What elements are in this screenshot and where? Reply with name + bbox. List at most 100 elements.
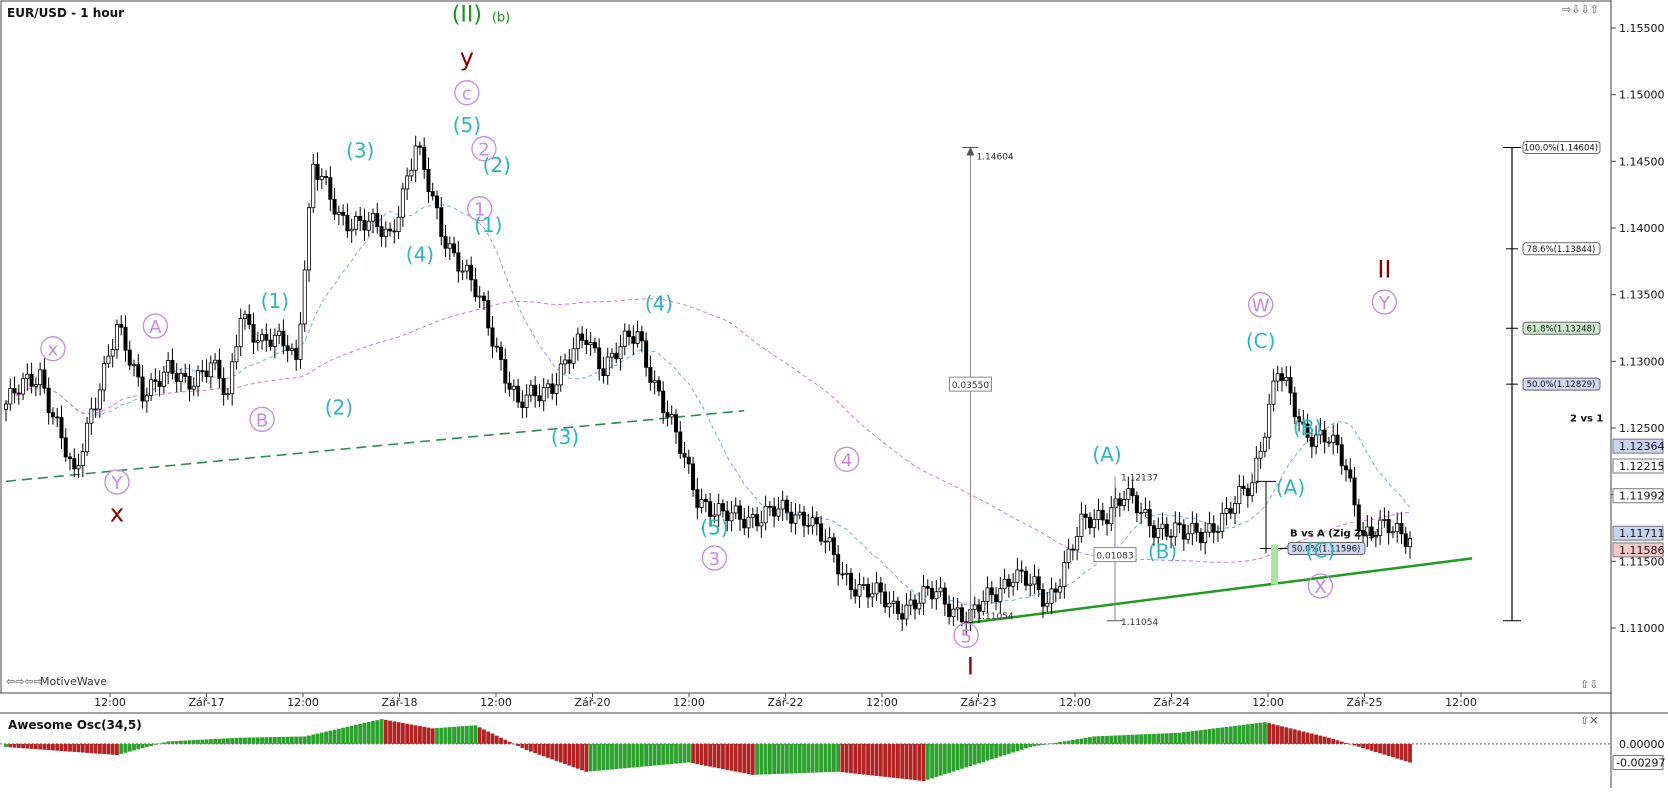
wave-circle	[467, 196, 493, 222]
osc-tick-label: 0.00000	[1619, 738, 1665, 751]
wave-label: (5)	[453, 113, 481, 137]
oscillator-bar	[341, 727, 346, 744]
candle-body	[836, 554, 841, 575]
oscillator-bar	[204, 739, 209, 744]
candle-body	[409, 169, 414, 177]
time-tick-label: 12:00	[94, 696, 126, 709]
oscillator-bar	[1314, 734, 1319, 744]
oscillator-bar	[678, 743, 683, 764]
candle-body	[545, 383, 550, 389]
candle-body	[464, 264, 469, 272]
candle-body	[1096, 510, 1101, 520]
oscillator-bar	[588, 743, 593, 772]
oscillator-bar	[345, 726, 350, 744]
oscillator-bar	[1117, 735, 1122, 744]
candle-body	[1049, 588, 1054, 604]
oscillator-bar	[960, 743, 964, 769]
wave-circle	[953, 622, 979, 648]
candle-body	[1134, 495, 1139, 514]
watermark: MotiveWave	[40, 675, 107, 688]
zoom-controls-icon[interactable]: ⇨⇩⇩⇧	[1562, 3, 1599, 16]
oscillator-bar	[1344, 742, 1348, 744]
wave-label: x	[48, 340, 59, 361]
candle-body	[738, 505, 743, 520]
wave-label: (b)	[492, 10, 510, 25]
oscillator-bar	[89, 743, 94, 754]
oscillator-bar	[819, 743, 823, 773]
candle-body	[140, 376, 145, 402]
nav-arrows-icon[interactable]: ⇦⇨⇦⇨	[6, 675, 43, 688]
candle-body	[810, 517, 815, 527]
oscillator-bar	[938, 743, 943, 776]
candle-body	[1284, 377, 1289, 381]
candle-body	[238, 318, 243, 348]
oscillator-bar	[16, 743, 21, 748]
oscillator-bar	[358, 723, 363, 744]
wave-circle	[701, 545, 728, 571]
oscillator-bar	[563, 743, 567, 765]
oscillator-bar	[234, 737, 239, 744]
oscillator-bar	[947, 743, 952, 773]
candle-body	[1339, 444, 1344, 467]
oscillator-bar	[934, 743, 939, 777]
scroll-controls-icon[interactable]: ⇧⇩	[1580, 678, 1598, 691]
oscillator-bar	[490, 733, 495, 744]
oscillator-bar	[328, 730, 333, 744]
oscillator-bar	[208, 739, 213, 744]
oscillator-bar	[558, 743, 563, 763]
candle-body	[196, 370, 201, 387]
oscillator-bar	[516, 743, 520, 746]
oscillator-bar	[1075, 739, 1080, 744]
candle-body	[554, 384, 559, 394]
candle-body	[1139, 512, 1144, 515]
candle-body	[1070, 548, 1075, 551]
oscillator-bar	[575, 743, 580, 769]
candle-body	[524, 394, 529, 408]
price-tick-label: 1.11500	[1619, 555, 1665, 568]
candle-body	[255, 340, 260, 343]
oscillator-bar	[994, 743, 998, 758]
oscillator-bar	[742, 743, 747, 774]
candle-body	[1194, 522, 1199, 533]
oscillator-bar	[405, 723, 410, 744]
oscillator-bar	[793, 743, 798, 774]
oscillator-bar	[426, 727, 431, 744]
oscillator-bar	[1088, 737, 1092, 744]
oscillator-bar	[1053, 742, 1058, 744]
candle-body	[426, 169, 431, 193]
candle-body	[1130, 488, 1135, 497]
oscillator-bar	[861, 743, 866, 775]
osc-marker-box	[1612, 754, 1664, 770]
oscillator-bar	[1348, 743, 1353, 745]
candle-body	[1143, 509, 1148, 514]
candle-body	[998, 588, 1003, 603]
oscillator-bar	[661, 743, 666, 765]
oscillator-bar	[831, 743, 836, 772]
oscillator-bar	[76, 743, 81, 753]
oscillator-bar	[464, 725, 469, 744]
candle-body	[1288, 377, 1293, 394]
oscillator-controls-icon[interactable]: ⇧✕	[1580, 714, 1598, 727]
oscillator-bar	[315, 733, 320, 744]
fib-label: 50.0%(1.12829)	[1527, 380, 1596, 390]
wave-label: I	[967, 653, 974, 681]
candle-body	[89, 408, 94, 424]
oscillator-bar	[622, 743, 627, 769]
candle-body	[964, 621, 969, 624]
oscillator-bar	[72, 743, 77, 752]
oscillator-bar	[396, 722, 401, 744]
oscillator-bar	[1190, 731, 1195, 744]
candle-body	[16, 392, 21, 395]
candle-body	[784, 499, 789, 513]
candle-body	[413, 145, 418, 171]
candle-body	[763, 505, 768, 524]
candle-body	[119, 324, 124, 328]
wave-circle	[104, 469, 130, 495]
oscillator-bar	[648, 743, 653, 766]
candle-body	[247, 313, 252, 325]
oscillator-bar	[853, 743, 858, 774]
dashed-trendline	[5, 409, 745, 483]
oscillator-bar	[1373, 743, 1378, 753]
oscillator-bar	[738, 743, 742, 773]
